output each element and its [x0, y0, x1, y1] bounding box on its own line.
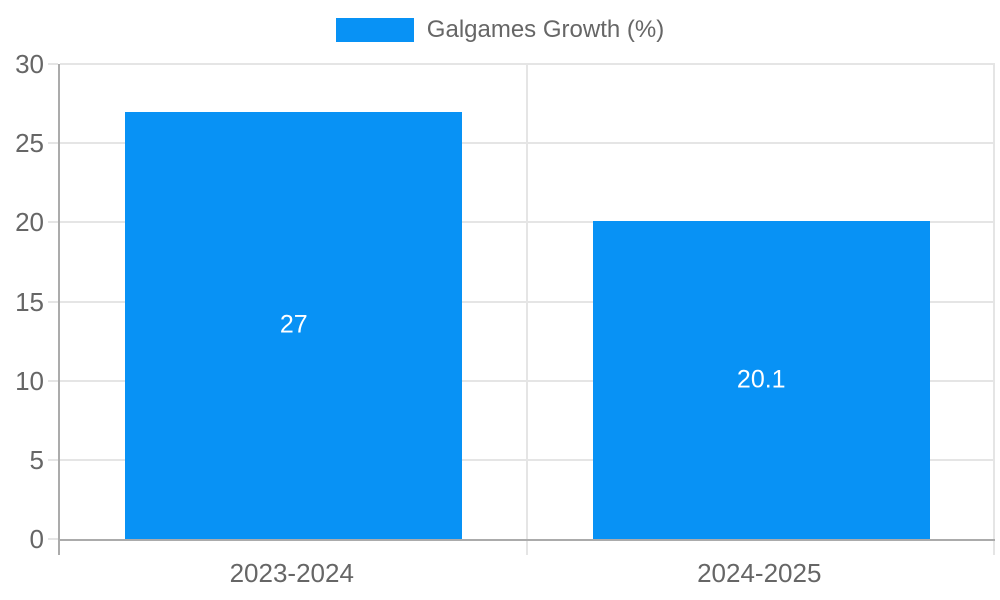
plot-area: 27 20.1: [48, 63, 995, 555]
y-axis-tick-label: 20: [15, 207, 44, 238]
y-axis-tick-label: 30: [15, 49, 44, 79]
legend-swatch: [335, 18, 414, 42]
y-axis-tick-label: 25: [15, 128, 44, 159]
x-axis-category-label: 2024-2025: [697, 558, 822, 588]
y-axis-tick: [48, 458, 58, 461]
y-gridline: [60, 221, 995, 224]
bar-value-label: 20.1: [736, 365, 786, 394]
x-axis-category-label: 2023-2024: [229, 558, 354, 588]
bar-value-label: 27: [279, 310, 308, 339]
y-axis-tick: [48, 300, 58, 303]
y-axis-tick-label: 15: [15, 286, 44, 317]
chart-legend[interactable]: Galgames Growth (%): [0, 16, 1000, 44]
y-axis-tick: [48, 538, 58, 540]
y-axis-tick: [48, 379, 58, 382]
x-axis-tick: [993, 541, 995, 555]
y-axis-tick: [48, 63, 58, 65]
bar-2024-2025[interactable]: [592, 220, 930, 539]
y-gridline: [60, 63, 995, 65]
y-gridline: [60, 300, 995, 303]
y-axis-tick: [48, 221, 58, 224]
y-axis-tick: [48, 142, 58, 145]
y-gridline: [60, 142, 995, 145]
x-axis-tick: [58, 541, 60, 555]
bar-2023-2024[interactable]: [125, 111, 463, 539]
y-axis-tick-label: 10: [15, 365, 44, 396]
x-axis-tick: [525, 541, 528, 555]
y-axis-tick-label: 0: [29, 524, 44, 554]
category-boundary-gridline: [993, 64, 995, 539]
y-gridline: [60, 379, 995, 382]
category-boundary-gridline: [525, 64, 528, 539]
legend-label: Galgames Growth (%): [426, 16, 665, 43]
y-gridline: [60, 458, 995, 461]
y-axis-tick-label: 5: [29, 444, 44, 475]
